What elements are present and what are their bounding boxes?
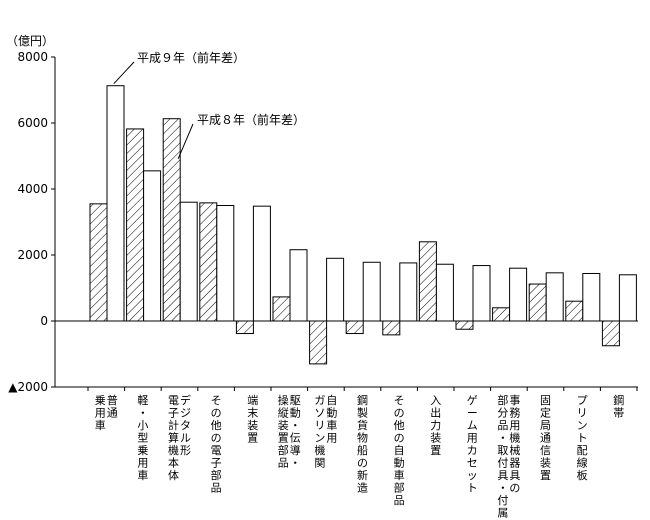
- category-label: 鋼製貨物船の新造: [357, 393, 368, 495]
- bar-h9: [472, 265, 491, 322]
- category-label: 入出力装置: [430, 394, 441, 457]
- bar-h9: [545, 272, 564, 322]
- category-label: 乗用車: [95, 394, 106, 432]
- bar-h8: [601, 320, 620, 347]
- bar-h9: [252, 205, 271, 322]
- bar-h8: [199, 202, 218, 322]
- category-label: 鋼帯: [613, 393, 624, 420]
- y-tick-label: 0: [40, 314, 48, 328]
- category-label: 事務用機械器具の: [509, 394, 520, 495]
- y-axis-unit-label: （億円）: [6, 34, 54, 48]
- bar-h8: [89, 203, 108, 322]
- bar-h9: [362, 261, 381, 322]
- annotation-leader: [113, 61, 135, 85]
- bar-h8: [492, 307, 511, 322]
- bar-h8: [382, 320, 401, 336]
- bar-h9: [509, 267, 528, 322]
- bar-h8: [126, 128, 145, 322]
- bar-h8: [309, 320, 328, 365]
- bar-h9: [216, 205, 235, 322]
- bar-h9: [106, 85, 125, 322]
- category-label: 駆動・伝導・: [290, 394, 301, 470]
- bar-h8: [418, 241, 437, 322]
- y-axis-ticks: 8000 6000 4000 2000 0 ▲2000: [8, 50, 55, 394]
- bars: [89, 85, 637, 365]
- y-tick-label: 4000: [17, 182, 48, 196]
- bar-h9: [435, 263, 454, 322]
- category-label: デジタル形: [180, 393, 191, 457]
- annotations: 平成９年（前年差） 平成８年（前年差）: [113, 50, 305, 159]
- bar-h8: [162, 118, 181, 322]
- category-label: その他の電子部品: [211, 394, 222, 495]
- bar-h8: [272, 296, 291, 322]
- bar-h9: [582, 272, 601, 322]
- bar-h9: [326, 257, 345, 322]
- bar-h8: [455, 320, 474, 330]
- category-label: ゲーム用カセット: [467, 394, 478, 495]
- category-label: 部分品・取付具・付属品: [497, 393, 508, 520]
- annotation-leader: [177, 123, 194, 159]
- bar-h8: [235, 320, 254, 335]
- category-label: 軽・小型乗用車: [137, 394, 148, 482]
- bar-h8: [565, 300, 584, 322]
- y-tick-label: 2000: [17, 248, 48, 262]
- category-label: 操縦装置部品: [278, 393, 289, 470]
- annotation-label: 平成９年（前年差）: [137, 50, 245, 65]
- category-label: 自動車用: [326, 394, 337, 445]
- category-label: 端末装置: [247, 394, 258, 445]
- category-label: 電子計算機本体: [168, 394, 179, 482]
- y-tick-label: ▲2000: [8, 380, 48, 394]
- bar-h8: [528, 283, 547, 322]
- bar-h9: [618, 274, 637, 322]
- category-label: その他の自動車部品: [394, 394, 405, 507]
- category-label: 固定局通信装置: [540, 394, 551, 482]
- category-label: 普通: [107, 393, 118, 420]
- category-label: プリント配線板: [577, 394, 588, 482]
- y-tick-label: 8000: [17, 50, 48, 64]
- bar-h9: [179, 201, 198, 322]
- bar-h9: [399, 262, 418, 322]
- bar-h8: [345, 320, 364, 335]
- bar-h9: [289, 249, 308, 322]
- category-label: ガソリン機関: [314, 394, 325, 470]
- y-tick-label: 6000: [17, 116, 48, 130]
- bar-h9: [143, 170, 162, 322]
- annotation-label: 平成８年（前年差）: [197, 112, 305, 127]
